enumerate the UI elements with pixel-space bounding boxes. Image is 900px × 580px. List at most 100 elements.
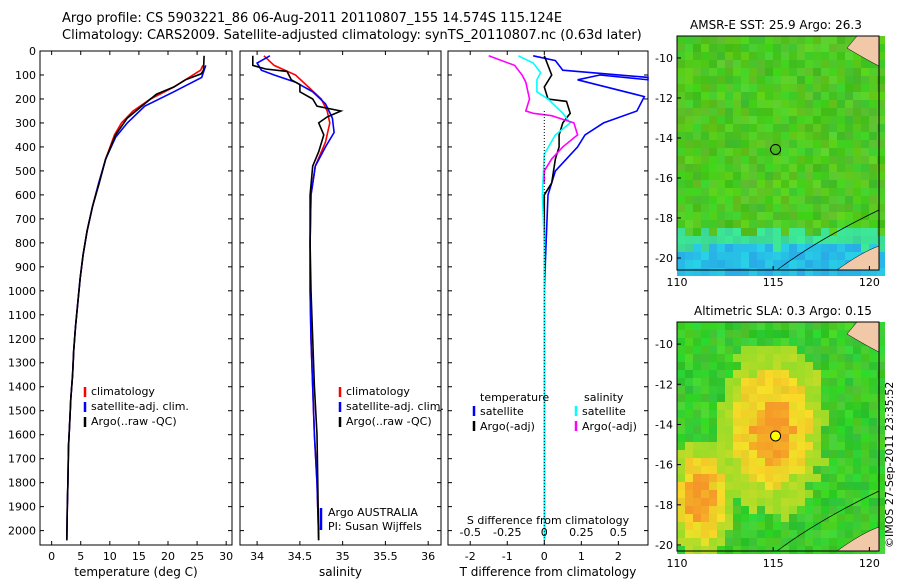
- map-cell: [869, 522, 877, 530]
- map-cell: [677, 180, 685, 188]
- map-cell: [685, 354, 693, 362]
- map-cell: [813, 522, 821, 530]
- map-cell: [709, 538, 717, 546]
- map-cell: [805, 76, 813, 84]
- map-cell: [877, 330, 885, 338]
- map-cell: [813, 482, 821, 490]
- map-cell: [773, 204, 781, 212]
- map-cell: [813, 442, 821, 450]
- map-cell: [773, 474, 781, 482]
- map-cell: [701, 244, 709, 252]
- map-cell: [813, 530, 821, 538]
- map-cell: [717, 188, 725, 196]
- map-cell: [845, 434, 853, 442]
- map-cell: [757, 386, 765, 394]
- map-cell: [829, 252, 837, 260]
- map-cell: [709, 322, 717, 330]
- map-cell: [781, 108, 789, 116]
- map-cell: [677, 124, 685, 132]
- map-cell: [685, 132, 693, 140]
- map-cell: [765, 196, 773, 204]
- map-cell: [693, 394, 701, 402]
- map-cell: [701, 220, 709, 228]
- map-cell: [781, 322, 789, 330]
- map-cell: [829, 394, 837, 402]
- map-cell: [765, 522, 773, 530]
- map-cell: [701, 228, 709, 236]
- map-cell: [685, 362, 693, 370]
- map-cell: [677, 370, 685, 378]
- map-cell: [749, 204, 757, 212]
- map-cell: [733, 236, 741, 244]
- map-cell: [845, 60, 853, 68]
- map-cell: [837, 252, 845, 260]
- map-cell: [877, 346, 885, 354]
- map-cell: [677, 68, 685, 76]
- map-cell: [789, 132, 797, 140]
- map-cell: [757, 228, 765, 236]
- map-cell: [877, 378, 885, 386]
- map-cell: [789, 530, 797, 538]
- map-cell: [693, 108, 701, 116]
- map-cell: [741, 108, 749, 116]
- map-cell: [869, 188, 877, 196]
- map-cell: [789, 370, 797, 378]
- map-cell: [781, 482, 789, 490]
- map-cell: [677, 188, 685, 196]
- map-cell: [837, 378, 845, 386]
- map-cell: [773, 180, 781, 188]
- map-cell: [805, 466, 813, 474]
- map-cell: [853, 124, 861, 132]
- map-cell: [741, 84, 749, 92]
- y-tick-label: 400: [15, 141, 36, 154]
- map-cell: [701, 172, 709, 180]
- map-cell: [677, 100, 685, 108]
- map-cell: [741, 370, 749, 378]
- map-cell: [861, 92, 869, 100]
- y-tick-label: 1100: [8, 309, 36, 322]
- map-cell: [845, 498, 853, 506]
- map-cell: [765, 466, 773, 474]
- map-cell: [677, 164, 685, 172]
- map-cell: [877, 108, 885, 116]
- map-cell: [805, 92, 813, 100]
- map-cell: [741, 244, 749, 252]
- map-cell: [877, 402, 885, 410]
- map-cell: [789, 450, 797, 458]
- map-cell: [741, 196, 749, 204]
- map-cell: [685, 260, 693, 268]
- map-cell: [725, 530, 733, 538]
- map-cell: [693, 370, 701, 378]
- map-cell: [845, 370, 853, 378]
- map-cell: [821, 434, 829, 442]
- map-cell: [765, 458, 773, 466]
- legend-label: climatology: [346, 385, 410, 398]
- map-cell: [749, 100, 757, 108]
- map-cell: [829, 490, 837, 498]
- map-cell: [757, 36, 765, 44]
- map-cell: [749, 148, 757, 156]
- map-cell: [741, 180, 749, 188]
- x-tick-label: 1: [578, 550, 585, 563]
- map-cell: [733, 180, 741, 188]
- map-cell: [749, 426, 757, 434]
- plot-frame-2: [239, 50, 442, 546]
- x-tick-label: -1: [502, 550, 513, 563]
- map-cell: [741, 386, 749, 394]
- map-cell: [781, 426, 789, 434]
- map-cell: [853, 338, 861, 346]
- map-cell: [685, 244, 693, 252]
- y-tick-label: 1700: [8, 453, 36, 466]
- map-cell: [837, 156, 845, 164]
- map-cell: [757, 60, 765, 68]
- map-cell: [741, 52, 749, 60]
- map-cell: [781, 60, 789, 68]
- map-cell: [789, 180, 797, 188]
- map-cell: [765, 354, 773, 362]
- map-cell: [837, 204, 845, 212]
- map-cell: [877, 546, 885, 554]
- map-cell: [805, 394, 813, 402]
- map-cell: [717, 164, 725, 172]
- map-cell: [757, 362, 765, 370]
- map-cell: [757, 244, 765, 252]
